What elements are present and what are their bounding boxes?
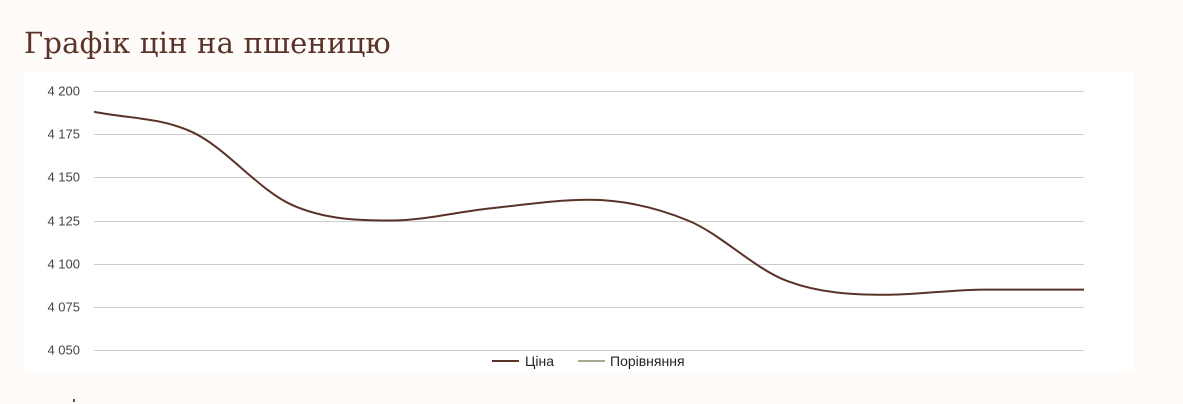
cut-off-glyph xyxy=(73,399,75,402)
legend-label-price[interactable]: Ціна xyxy=(525,353,554,369)
y-tick-label: 4 200 xyxy=(47,84,80,99)
y-tick-label: 4 075 xyxy=(47,300,80,315)
y-tick-label: 4 150 xyxy=(47,170,80,185)
series-lines xyxy=(93,110,1084,296)
legend: Ціна Порівняння xyxy=(492,353,685,369)
y-tick-label: 4 125 xyxy=(47,214,80,229)
chart-svg: 4 200 4 175 4 150 4 125 4 100 4 075 4 050 Ціна… xyxy=(47,84,1084,369)
legend-label-comparison[interactable]: Порівняння xyxy=(610,353,685,369)
y-tick-label: 4 175 xyxy=(47,127,80,142)
y-tick-label: 4 050 xyxy=(47,343,80,358)
page-title: Графік цін на пшеницю xyxy=(24,26,391,60)
grid-lines xyxy=(94,91,1084,351)
series-line-0 xyxy=(93,110,1084,296)
price-chart: 4 200 4 175 4 150 4 125 4 100 4 075 4 050 Ціна… xyxy=(24,72,1134,372)
y-tick-label: 4 100 xyxy=(47,257,80,272)
y-axis-ticks: 4 200 4 175 4 150 4 125 4 100 4 075 4 050 xyxy=(47,84,80,358)
